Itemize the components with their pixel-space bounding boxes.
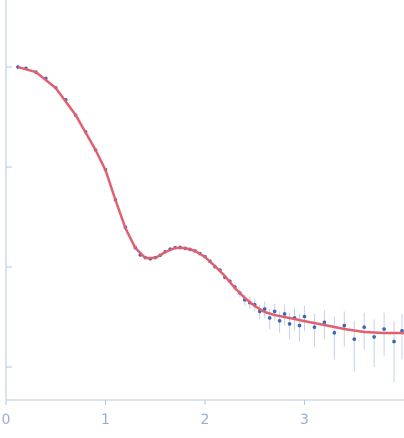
data-point (287, 322, 292, 326)
data-point (267, 316, 272, 320)
x-tick-label: 2 (201, 412, 210, 428)
data-point (277, 318, 282, 323)
data-point (352, 337, 357, 341)
data-point (392, 339, 396, 344)
data-point (282, 312, 287, 316)
data-point (372, 335, 376, 339)
data-point (297, 323, 302, 328)
data-point (272, 309, 277, 314)
data-point (312, 325, 317, 330)
x-tick-label: 0 (2, 412, 11, 428)
data-point (382, 327, 386, 331)
data-point (322, 320, 327, 325)
data-point (302, 314, 307, 319)
data-point (362, 325, 367, 330)
data-point (262, 307, 267, 311)
x-tick-label: 1 (101, 412, 110, 428)
data-point (342, 323, 347, 328)
fit-line (17, 65, 404, 335)
x-tick-label: 3 (300, 412, 309, 428)
data-point (332, 330, 337, 335)
